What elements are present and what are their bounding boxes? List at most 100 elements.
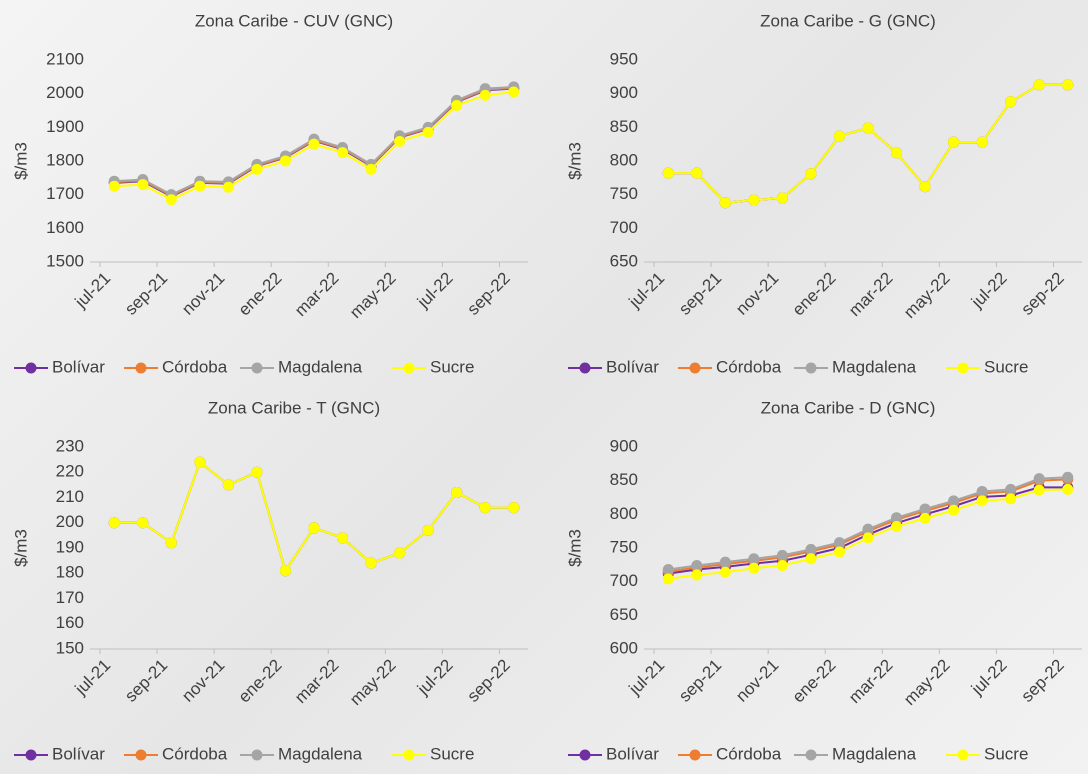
data-point [976, 485, 988, 497]
x-tick-label: sep-21 [675, 269, 725, 319]
legend-marker [251, 362, 263, 374]
data-point [365, 163, 377, 175]
data-point [776, 549, 788, 561]
legend-label: Bolívar [606, 744, 659, 763]
legend-marker [689, 362, 701, 374]
x-tick-label: sep-22 [1018, 656, 1068, 706]
data-point [1033, 484, 1045, 496]
series-line [114, 460, 514, 574]
data-point [948, 495, 960, 507]
legend-marker [135, 749, 147, 761]
x-tick-label: ene-22 [235, 656, 286, 707]
legend-marker [579, 362, 591, 374]
x-tick-label: mar-22 [291, 656, 343, 708]
x-tick-label: may-22 [346, 269, 400, 323]
legend-label: Bolívar [52, 357, 105, 376]
y-axis-label: $/m3 [565, 142, 584, 180]
data-point [251, 466, 263, 478]
data-point [165, 537, 177, 549]
data-point [337, 532, 349, 544]
legend-marker [805, 749, 817, 761]
data-point [479, 502, 491, 514]
data-point [748, 553, 760, 565]
data-point [394, 547, 406, 559]
x-tick-label: sep-22 [464, 656, 514, 706]
legend-label: Córdoba [716, 357, 782, 376]
x-tick-label: jul-22 [967, 656, 1011, 700]
y-tick-label: 210 [56, 487, 84, 506]
x-tick-label: sep-21 [121, 269, 171, 319]
y-tick-label: 650 [610, 605, 638, 624]
x-tick-label: nov-21 [178, 269, 228, 319]
data-point [691, 167, 703, 179]
data-point [451, 99, 463, 111]
x-tick-label: ene-22 [789, 656, 840, 707]
data-point [108, 180, 120, 192]
legend-marker [135, 362, 147, 374]
data-point [279, 565, 291, 577]
x-tick-label: sep-21 [675, 656, 725, 706]
x-tick-label: jul-21 [625, 269, 669, 313]
data-point [976, 495, 988, 507]
legend-marker [251, 749, 263, 761]
legend-marker [403, 749, 415, 761]
data-point [891, 147, 903, 159]
legend-marker [805, 362, 817, 374]
data-point [1062, 483, 1074, 495]
data-point [833, 546, 845, 558]
y-tick-label: 950 [610, 49, 638, 68]
y-axis-label: $/m3 [11, 529, 30, 567]
y-tick-label: 850 [610, 117, 638, 136]
data-point [662, 573, 674, 585]
chart-title: Zona Caribe - G (GNC) [760, 11, 936, 30]
data-point [948, 136, 960, 148]
y-tick-label: 700 [610, 571, 638, 590]
x-tick-label: sep-22 [464, 269, 514, 319]
y-axis-label: $/m3 [11, 142, 30, 180]
y-tick-label: 230 [56, 436, 84, 455]
data-point [1062, 79, 1074, 91]
data-point [805, 553, 817, 565]
x-tick-label: jul-21 [71, 656, 115, 700]
x-tick-label: sep-21 [121, 656, 171, 706]
y-tick-label: 900 [610, 83, 638, 102]
legend-marker [957, 362, 969, 374]
chart-title: Zona Caribe - CUV (GNC) [195, 11, 393, 30]
y-tick-label: 150 [56, 638, 84, 657]
y-tick-label: 800 [610, 504, 638, 523]
x-tick-label: jul-22 [413, 269, 457, 313]
data-point [891, 520, 903, 532]
x-tick-label: mar-22 [845, 656, 897, 708]
y-tick-label: 190 [56, 537, 84, 556]
data-point [222, 479, 234, 491]
data-point [862, 122, 874, 134]
data-point [805, 543, 817, 555]
legend-label: Córdoba [716, 744, 782, 763]
legend-label: Bolívar [606, 357, 659, 376]
y-tick-label: 200 [56, 512, 84, 531]
legend-marker [957, 749, 969, 761]
data-point [308, 522, 320, 534]
data-point [194, 180, 206, 192]
x-tick-label: may-22 [900, 656, 954, 710]
x-tick-label: may-22 [346, 656, 400, 710]
x-tick-label: nov-21 [732, 656, 782, 706]
chart: Zona Caribe - D (GNC) $/m3 600 650 700 750 800… [565, 398, 1082, 763]
legend-marker [689, 749, 701, 761]
data-point [976, 136, 988, 148]
x-tick-label: may-22 [900, 269, 954, 323]
data-point [251, 163, 263, 175]
data-point [365, 557, 377, 569]
y-tick-label: 700 [610, 218, 638, 237]
series-line [114, 460, 514, 574]
data-point [691, 560, 703, 572]
data-point [862, 523, 874, 535]
chart-title: Zona Caribe - T (GNC) [208, 398, 380, 417]
data-point [919, 503, 931, 515]
series-line [114, 460, 514, 574]
data-point [479, 89, 491, 101]
data-point [337, 147, 349, 159]
data-point [137, 179, 149, 191]
chart: Zona Caribe - G (GNC) $/m3 650 700 750 800 850… [565, 11, 1082, 376]
